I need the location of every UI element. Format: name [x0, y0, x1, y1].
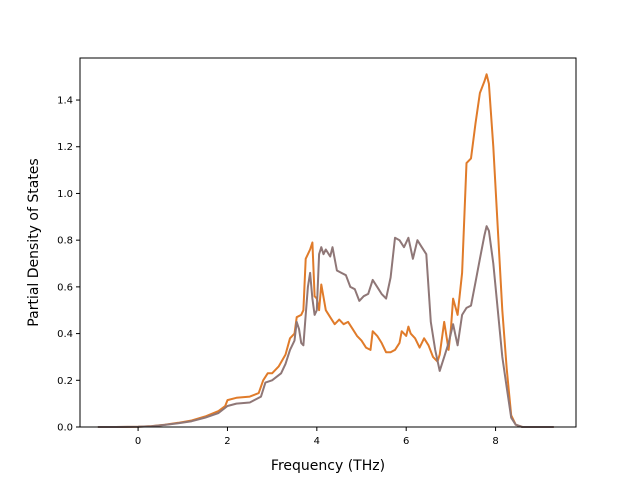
x-axis-label: Frequency (THz) — [271, 458, 385, 474]
y-tick-label: 0.0 — [57, 423, 73, 434]
x-tick-label: 4 — [314, 436, 320, 447]
series-line-2 — [97, 225, 554, 428]
x-tick-label: 6 — [403, 436, 409, 447]
y-axis-label: Partial Density of States — [26, 158, 42, 326]
x-tick-label: 2 — [224, 436, 230, 447]
x-tick-label: 0 — [135, 436, 141, 447]
x-tick-label: 8 — [492, 436, 498, 447]
y-tick-label: 1.4 — [57, 96, 73, 107]
ticks-layer: 0 2 4 6 8 0.0 0.2 0.4 0.6 0.8 1.0 1.2 1.4 — [57, 96, 499, 447]
series-line-1 — [97, 73, 554, 428]
plot-frame — [79, 57, 577, 428]
series-layer — [97, 73, 554, 428]
y-tick-label: 0.6 — [57, 282, 73, 293]
y-tick-label: 1.2 — [57, 142, 73, 153]
y-tick-label: 1.0 — [57, 189, 73, 200]
y-tick-label: 0.8 — [57, 236, 73, 247]
y-tick-label: 0.2 — [57, 376, 73, 387]
y-tick-label: 0.4 — [57, 329, 73, 340]
